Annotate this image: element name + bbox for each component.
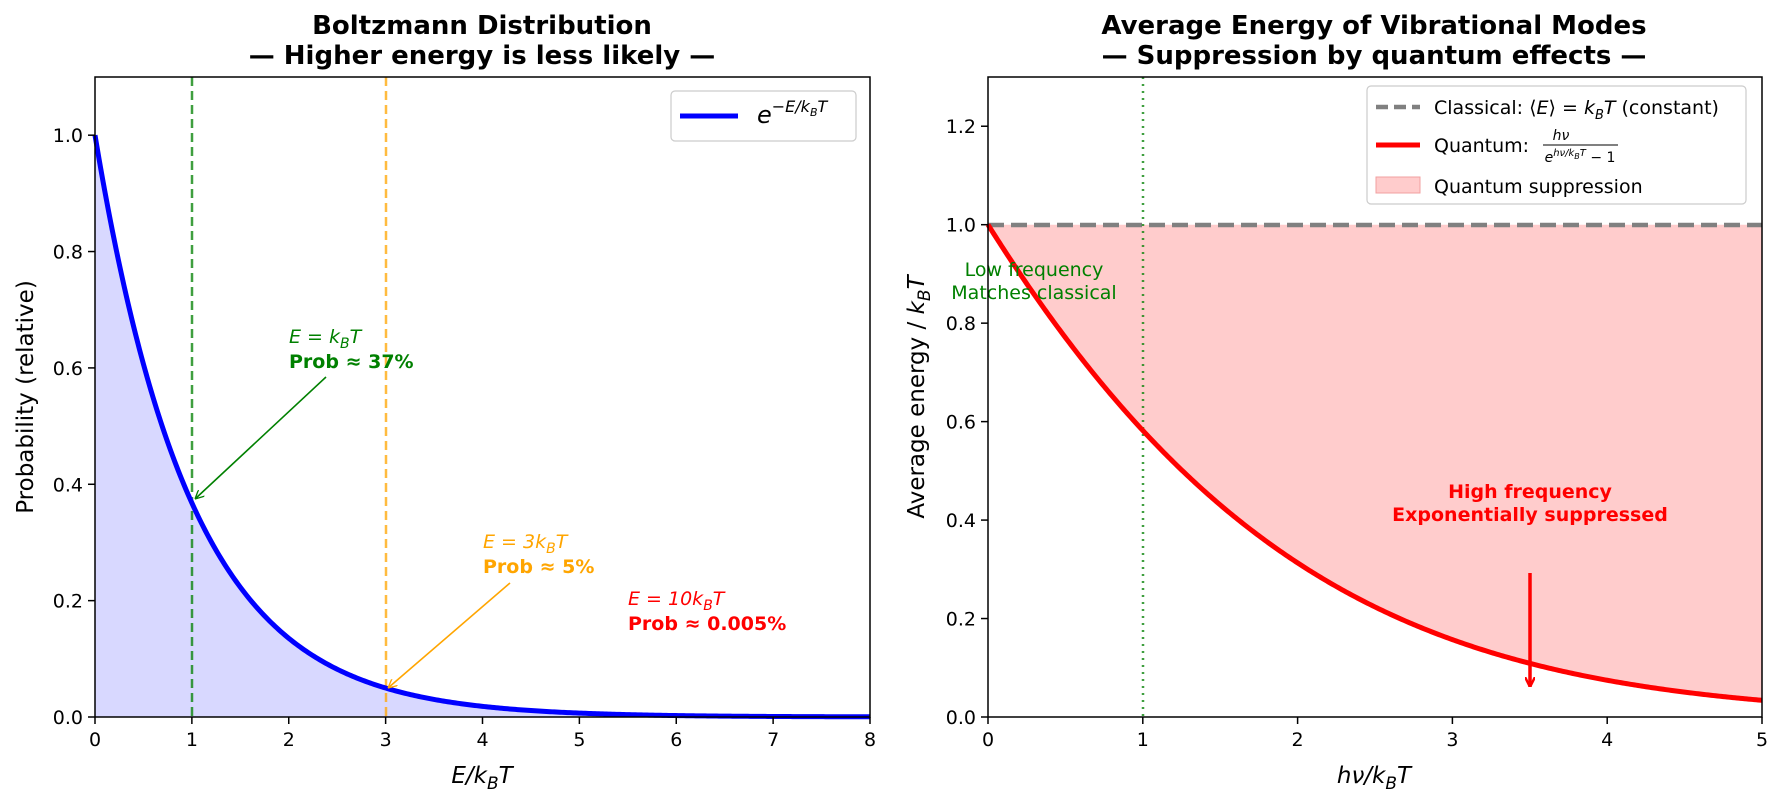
chart-left-ylabel: Probability (relative) [13, 280, 39, 514]
annotation-e1-label: E = kBT [289, 326, 363, 352]
x-tick-label: 4 [1601, 729, 1613, 751]
annotation-e3-arrow [388, 582, 511, 688]
annotation-e3-prob: Prob ≈ 5% [483, 556, 594, 578]
chart-left-xlabel: E/kBT [451, 763, 514, 794]
chart-right: Average Energy of Vibrational Modes — Su… [904, 11, 1768, 794]
y-tick-label: 0.4 [946, 510, 976, 532]
legend-quantum-label: Quantum: [1434, 135, 1529, 157]
y-tick-label: 0.6 [53, 358, 83, 380]
chart-left: Boltzmann Distribution — Higher energy i… [13, 11, 876, 794]
y-tick-label: 1.0 [53, 125, 83, 147]
x-tick-label: 4 [476, 729, 488, 751]
x-tick-label: 2 [1292, 729, 1304, 751]
y-tick-label: 0.2 [946, 609, 976, 631]
x-tick-label: 7 [767, 729, 779, 751]
chart-left-x-ticks: 0 1 2 3 4 5 6 7 8 [89, 717, 876, 751]
chart-right-title-line2: — Suppression by quantum effects — [1102, 41, 1647, 71]
x-tick-label: 1 [1137, 729, 1149, 751]
chart-left-title-line1: Boltzmann Distribution [312, 11, 652, 41]
legend-fill-label: Quantum suppression [1434, 176, 1643, 198]
y-tick-label: 0.8 [946, 313, 976, 335]
boltzmann-area-fill [95, 135, 870, 717]
chart-right-frame [987, 76, 1763, 718]
x-tick-label: 0 [89, 729, 101, 751]
quantum-suppression-fill [988, 224, 1762, 701]
annotation-e10-prob: Prob ≈ 0.005% [628, 613, 786, 635]
chart-left-y-ticks: 0.0 0.2 0.4 0.6 0.8 1.0 [53, 125, 95, 729]
y-tick-label: 1.0 [946, 215, 976, 237]
chart-left-legend-box [670, 90, 857, 142]
chart-left-title-line2: — Higher energy is less likely — [249, 41, 716, 71]
annotation-e3-label: E = 3kBT [483, 531, 569, 557]
x-tick-label: 6 [670, 729, 682, 751]
annotation-e1-prob: Prob ≈ 37% [289, 351, 414, 373]
legend-fill-swatch [1375, 176, 1421, 194]
chart-right-title-line1: Average Energy of Vibrational Modes [1101, 11, 1646, 41]
x-tick-label: 1 [186, 729, 198, 751]
x-tick-label: 2 [283, 729, 295, 751]
x-tick-label: 5 [573, 729, 585, 751]
annotation-e10-label: E = 10kBT [628, 588, 726, 614]
chart-right-y-ticks: 0.0 0.2 0.4 0.6 0.8 1.0 1.2 [946, 116, 988, 729]
x-tick-label: 8 [864, 729, 876, 751]
annotation-e1-arrow [195, 376, 327, 499]
y-tick-label: 0.0 [53, 707, 83, 729]
annotation-high-line1: High frequency [1448, 481, 1612, 503]
chart-right-ylabel: Average energy / kBT [904, 273, 935, 518]
annotation-low-line2: Matches classical [951, 282, 1116, 304]
y-tick-label: 0.8 [53, 242, 83, 264]
chart-right-x-ticks: 0 1 2 3 4 5 [982, 717, 1768, 751]
legend-classical-label: Classical: ⟨E⟩ = kBT (constant) [1434, 97, 1719, 123]
y-tick-label: 0.2 [53, 591, 83, 613]
y-tick-label: 0.0 [946, 707, 976, 729]
y-tick-label: 0.6 [946, 412, 976, 434]
x-tick-label: 3 [1446, 729, 1458, 751]
chart-left-legend: e−E/kBT [670, 90, 857, 142]
chart-right-legend: Classical: ⟨E⟩ = kBT (constant) Quantum:… [1366, 85, 1747, 205]
x-tick-label: 5 [1756, 729, 1768, 751]
y-tick-label: 1.2 [946, 116, 976, 138]
annotation-low-line1: Low frequency [965, 259, 1104, 281]
annotation-high-line2: Exponentially suppressed [1392, 504, 1668, 526]
chart-right-xlabel: hν/kBT [1337, 763, 1413, 794]
y-tick-label: 0.4 [53, 474, 83, 496]
quantum-curve [985, 223, 1763, 703]
x-tick-label: 0 [982, 729, 994, 751]
legend-quantum-formula-num: hν [1553, 128, 1570, 144]
x-tick-label: 3 [380, 729, 392, 751]
